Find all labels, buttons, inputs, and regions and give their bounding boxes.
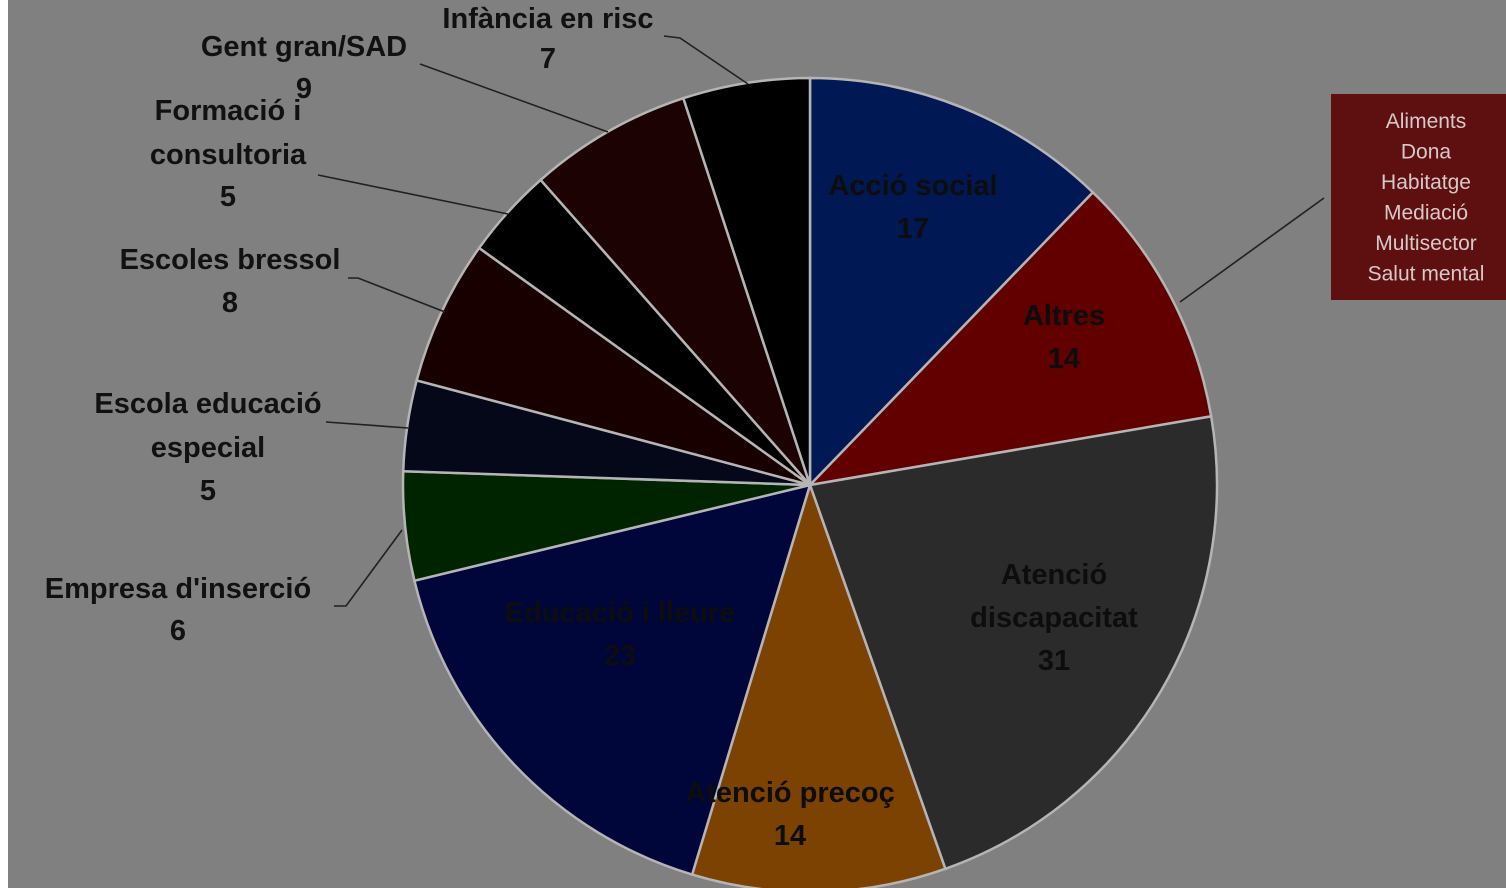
slice-value-label: 17 <box>897 213 929 245</box>
callout-item: Dona <box>1401 141 1452 164</box>
leader-line <box>348 277 446 313</box>
leader-line <box>663 35 749 85</box>
slice-value-label: 23 <box>604 640 636 672</box>
slice-label: Empresa d'inserció <box>45 573 311 605</box>
leader-line <box>325 421 409 429</box>
pie-slice <box>806 190 1213 487</box>
slice-value-label: 14 <box>1048 343 1080 375</box>
leader-line <box>334 529 403 607</box>
slice-label: Infància en risc <box>442 3 653 35</box>
slice-value-label: 6 <box>170 615 186 647</box>
slice-label: Educació i lleure <box>505 597 735 629</box>
slice-label: Atenció precoç <box>685 777 895 809</box>
slice-label: consultoria <box>150 139 307 171</box>
leader-line <box>419 63 609 133</box>
callout-item: Salut mental <box>1368 263 1485 286</box>
slice-value-label: 9 <box>296 73 312 105</box>
pie-slice <box>808 76 1095 489</box>
callout-item: Multisector <box>1375 232 1477 255</box>
slice-value-label: 7 <box>540 43 556 75</box>
callout-item: Habitatge <box>1381 171 1471 194</box>
slice-value-label: 5 <box>200 475 216 507</box>
pie-slice <box>412 483 812 877</box>
callout-item: Mediació <box>1384 202 1468 225</box>
callout-leader-line <box>1179 197 1325 303</box>
pie-slice <box>808 414 1219 871</box>
slice-label: Acció social <box>828 170 997 202</box>
callout-item: Aliments <box>1386 110 1467 133</box>
slice-label: Escoles bressol <box>120 244 341 276</box>
pie-slice <box>690 480 947 888</box>
slice-label: discapacitat <box>970 602 1138 634</box>
slice-value-label: 8 <box>222 287 238 319</box>
slice-label: especial <box>151 432 265 464</box>
slice-label: Formació i <box>155 95 302 127</box>
chart-area: Acció social 17 Altres 14 Atenció discapacita… <box>8 0 1506 888</box>
slice-value-label: 14 <box>774 820 806 852</box>
slice-label: Altres <box>1023 300 1105 332</box>
slice-value-label: 31 <box>1038 645 1070 677</box>
leader-line <box>317 174 509 215</box>
slice-label: Gent gran/SAD <box>201 31 407 63</box>
slice-label: Escola educació <box>94 388 321 420</box>
callout-box <box>1331 94 1506 300</box>
slice-label: Atenció <box>1001 559 1107 591</box>
slice-value-label: 5 <box>220 181 236 213</box>
pie-chart: Acció social 17 Altres 14 Atenció discapacita… <box>45 3 1506 888</box>
